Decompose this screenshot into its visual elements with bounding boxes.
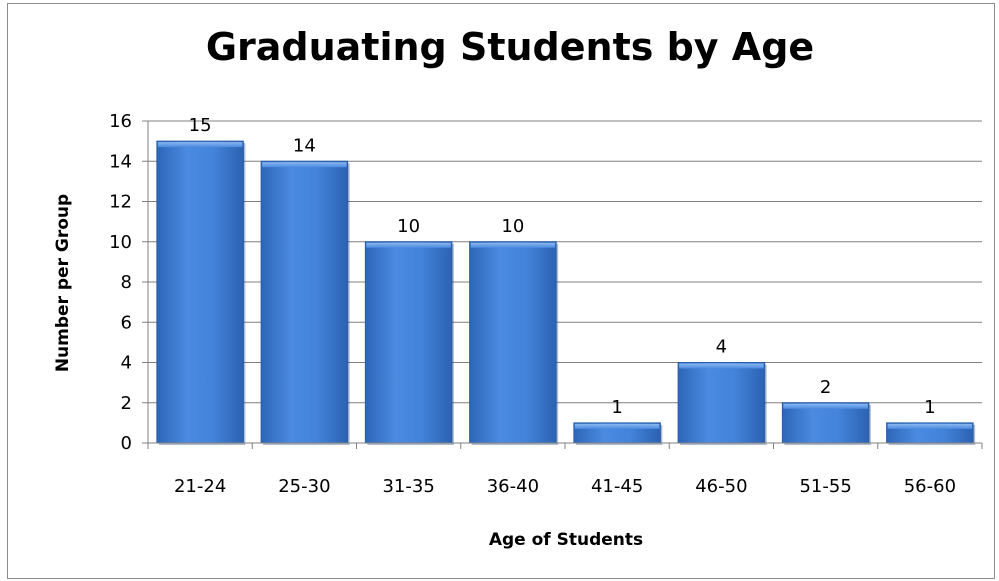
bar-body — [781, 402, 870, 444]
y-axis-label: Number per Group — [53, 194, 73, 372]
bar-highlight — [574, 423, 660, 429]
data-label: 1 — [611, 397, 622, 418]
bar-highlight — [887, 423, 973, 429]
y-tick-label: 2 — [121, 393, 132, 414]
y-tick-labels: 0 2 4 6 8 10 12 14 16 — [109, 111, 132, 454]
axes — [142, 120, 983, 449]
bar-body — [156, 140, 244, 444]
x-tick-label: 36-40 — [487, 476, 539, 497]
y-tick-label: 10 — [109, 232, 132, 253]
bar — [573, 422, 663, 445]
bar — [260, 160, 350, 445]
bar-highlight — [157, 142, 243, 148]
bar — [677, 362, 767, 445]
y-tick-label: 0 — [121, 433, 132, 454]
data-label: 14 — [293, 135, 316, 156]
x-tick-label: 41-45 — [591, 476, 643, 497]
x-tick-label: 31-35 — [382, 476, 434, 497]
y-tick-label: 8 — [121, 272, 132, 293]
x-axis-label: Age of Students — [489, 530, 643, 550]
bar-highlight — [470, 242, 556, 248]
x-tick-label: 25-30 — [278, 476, 330, 497]
bar — [156, 140, 246, 445]
x-tick-label: 46-50 — [695, 476, 747, 497]
data-label: 1 — [924, 397, 935, 418]
x-tick-labels: 21-24 25-30 31-35 36-40 41-45 46-50 51-55 56-60 — [174, 476, 956, 497]
data-label: 10 — [501, 216, 524, 237]
data-label: 4 — [716, 337, 727, 358]
x-tick-label: 51-55 — [799, 476, 851, 497]
y-tick-label: 16 — [109, 111, 132, 132]
bar-body — [260, 160, 349, 444]
y-tick-label: 6 — [121, 312, 132, 333]
bars — [156, 140, 976, 445]
bar-highlight — [679, 363, 764, 369]
bar-body — [364, 241, 453, 444]
bar — [781, 402, 871, 445]
bar-highlight — [262, 162, 347, 168]
bar — [886, 422, 976, 445]
bar — [469, 241, 559, 445]
bar — [364, 241, 454, 445]
x-tick-label: 21-24 — [174, 476, 226, 497]
y-tick-label: 12 — [109, 192, 132, 213]
y-tick-label: 14 — [109, 151, 132, 172]
chart-title: Graduating Students by Age — [206, 25, 814, 69]
data-label: 2 — [820, 377, 831, 398]
bar-body — [469, 241, 557, 444]
bar-body — [677, 362, 766, 444]
data-label: 15 — [189, 115, 212, 136]
y-tick-label: 4 — [121, 353, 132, 374]
x-tick-label: 56-60 — [904, 476, 956, 497]
bar-highlight — [366, 242, 451, 248]
data-label: 10 — [397, 216, 420, 237]
bar-highlight — [783, 403, 868, 409]
